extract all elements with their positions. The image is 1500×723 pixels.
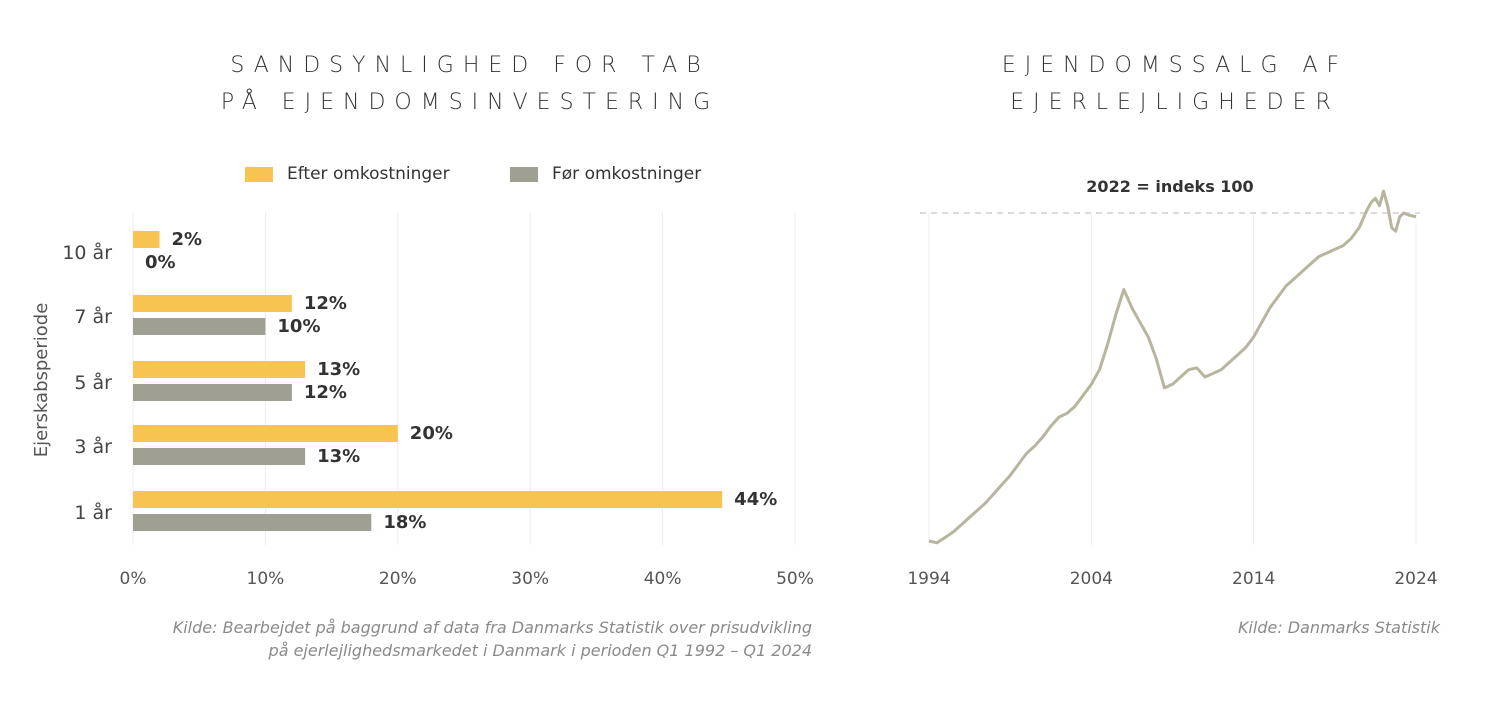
- index-annotation: 2022 = indeks 100: [1086, 177, 1254, 196]
- left-source-line-2: på ejerlejlighedsmarkedet i Danmark i pe…: [268, 641, 812, 660]
- data-label-before: 12%: [304, 382, 347, 403]
- bar-after: [133, 295, 292, 312]
- x-tick-label: 2024: [1394, 569, 1437, 589]
- x-tick-label: 20%: [379, 569, 417, 589]
- bar-before: [133, 514, 372, 531]
- left-chart-title: SANDSYNLIGHED FOR TAB PÅ EJENDOMSINVESTE…: [170, 47, 770, 121]
- x-tick-label: 50%: [776, 569, 814, 589]
- x-tick-label: 30%: [511, 569, 549, 589]
- legend-swatch-after: [245, 166, 273, 182]
- x-tick-label: 1994: [907, 569, 950, 589]
- x-tick-label: 10%: [247, 569, 285, 589]
- y-category-label: 5 år: [74, 371, 112, 394]
- legend-label-before: Før omkostninger: [552, 164, 702, 184]
- y-category-label: 1 år: [74, 501, 112, 524]
- x-tick-label: 40%: [644, 569, 682, 589]
- left-title-line-1: SANDSYNLIGHED FOR TAB: [230, 53, 710, 78]
- right-title-line-1: EJENDOMSSALG AF: [1001, 53, 1349, 78]
- bar-after: [133, 491, 723, 508]
- bar-after: [133, 231, 160, 248]
- legend-label-after: Efter omkostninger: [287, 164, 450, 184]
- data-label-after: 13%: [317, 359, 360, 380]
- data-label-before: 13%: [317, 446, 360, 467]
- bar-after: [133, 361, 306, 378]
- data-label-after: 44%: [734, 489, 777, 510]
- right-chart-title: EJENDOMSSALG AF EJERLEJLIGHEDER: [975, 47, 1375, 121]
- bar-after: [133, 425, 398, 442]
- data-label-before: 10%: [277, 316, 320, 337]
- x-tick-label: 0%: [120, 569, 147, 589]
- right-title-line-2: EJERLEJLIGHEDER: [1010, 90, 1340, 115]
- left-title-line-2: PÅ EJENDOMSINVESTERING: [220, 90, 720, 115]
- data-label-after: 2%: [171, 229, 202, 250]
- bar-before: [133, 318, 266, 335]
- y-axis-title: Ejerskabsperiode: [31, 303, 52, 458]
- y-category-label: 10 år: [62, 241, 112, 264]
- left-source: Kilde: Bearbejdet på baggrund af data fr…: [100, 616, 812, 662]
- right-source: Kilde: Danmarks Statistik: [1237, 618, 1440, 637]
- x-tick-label: 2004: [1070, 569, 1113, 589]
- legend-item-after: Efter omkostninger: [245, 164, 450, 184]
- data-label-after: 20%: [410, 423, 453, 444]
- legend-swatch-before: [510, 166, 538, 182]
- y-category-label: 7 år: [74, 305, 112, 328]
- data-label-after: 12%: [304, 293, 347, 314]
- data-label-before: 0%: [145, 252, 176, 273]
- x-tick-label: 2014: [1232, 569, 1275, 589]
- bar-before: [133, 384, 292, 401]
- series-line: [928, 189, 1417, 545]
- data-label-before: 18%: [383, 512, 426, 533]
- bar-before: [133, 448, 306, 465]
- left-source-line-1: Kilde: Bearbejdet på baggrund af data fr…: [172, 618, 812, 637]
- legend-item-before: Før omkostninger: [510, 164, 701, 184]
- y-category-label: 3 år: [74, 435, 112, 458]
